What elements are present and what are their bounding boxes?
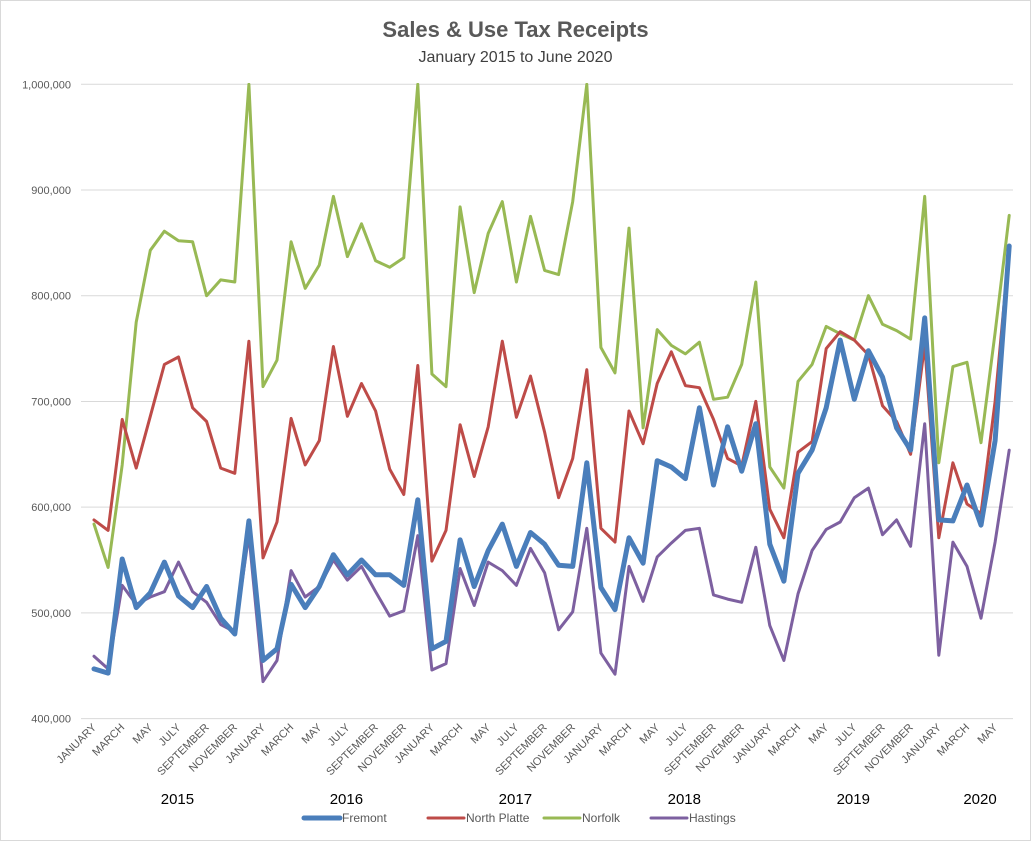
chart-title: Sales & Use Tax Receipts <box>382 17 649 42</box>
y-tick-label: 400,000 <box>31 714 71 726</box>
year-label: 2019 <box>837 791 870 808</box>
y-axis: 400,000 500,000 600,000 700,000 800,000 900,0… <box>22 79 71 725</box>
year-label: 2016 <box>330 791 363 808</box>
series-line-norfolk <box>92 83 1011 569</box>
x-tick-label: MAY <box>469 721 494 746</box>
legend-label: North Platte <box>466 811 530 825</box>
chart-subtitle: January 2015 to June 2020 <box>418 49 613 66</box>
x-tick-label: MAY <box>807 721 832 746</box>
x-tick-label: MAY <box>975 721 1000 746</box>
year-label: 2015 <box>161 791 194 808</box>
series-line-fremont <box>91 243 1012 676</box>
y-tick-label: 900,000 <box>31 185 71 197</box>
year-label: 2020 <box>963 791 996 808</box>
legend-label: Fremont <box>342 811 387 825</box>
series-lines <box>91 83 1012 684</box>
x-tick-label: MAY <box>131 721 156 746</box>
y-tick-label: 700,000 <box>31 396 71 408</box>
legend-label: Norfolk <box>582 811 621 825</box>
legend: Fremont North Platte Norfolk Hastings <box>301 811 736 825</box>
y-tick-label: 500,000 <box>31 608 71 620</box>
gridlines <box>81 83 1013 720</box>
y-tick-label: 800,000 <box>31 291 71 303</box>
year-label: 2017 <box>499 791 532 808</box>
series-line-north-platte <box>92 246 1011 563</box>
y-tick-label: 600,000 <box>31 502 71 514</box>
y-tick-label: 1,000,000 <box>22 79 71 91</box>
year-label: 2018 <box>668 791 701 808</box>
x-tick-label: MAY <box>638 721 663 746</box>
legend-label: Hastings <box>689 811 736 825</box>
x-tick-label: MAY <box>300 721 325 746</box>
x-tick-label: JANUARY <box>54 721 99 766</box>
